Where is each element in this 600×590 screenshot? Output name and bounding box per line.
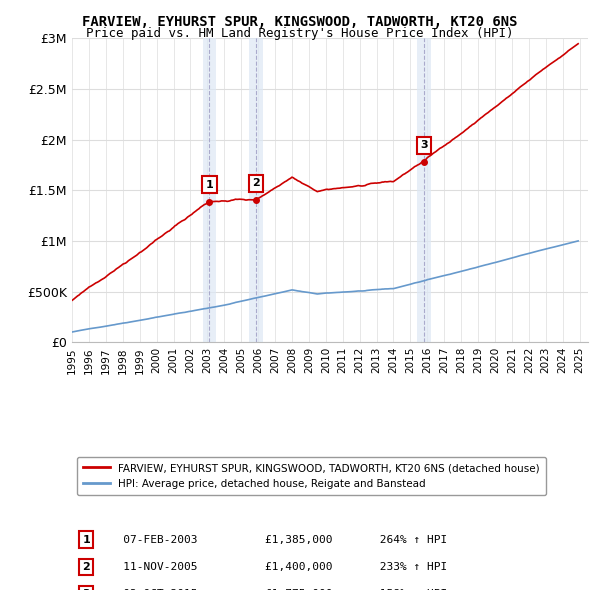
- Text: 2: 2: [252, 178, 260, 188]
- Text: FARVIEW, EYHURST SPUR, KINGSWOOD, TADWORTH, KT20 6NS: FARVIEW, EYHURST SPUR, KINGSWOOD, TADWOR…: [82, 15, 518, 29]
- Bar: [249, 38, 263, 342]
- Text: 1: 1: [206, 180, 214, 190]
- Text: 3: 3: [420, 140, 428, 150]
- Bar: [417, 38, 431, 342]
- Legend: FARVIEW, EYHURST SPUR, KINGSWOOD, TADWORTH, KT20 6NS (detached house), HPI: Aver: FARVIEW, EYHURST SPUR, KINGSWOOD, TADWOR…: [77, 457, 546, 495]
- Text: 1: 1: [82, 535, 90, 545]
- Text: Price paid vs. HM Land Registry's House Price Index (HPI): Price paid vs. HM Land Registry's House …: [86, 27, 514, 40]
- Text: 2: 2: [82, 562, 90, 572]
- Text: 3: 3: [82, 589, 90, 590]
- Bar: [203, 38, 216, 342]
- Text: 11-NOV-2005          £1,400,000       233% ↑ HPI: 11-NOV-2005 £1,400,000 233% ↑ HPI: [103, 562, 447, 572]
- Text: 02-OCT-2015          £1,775,000       158% ↑ HPI: 02-OCT-2015 £1,775,000 158% ↑ HPI: [103, 589, 447, 590]
- Text: 07-FEB-2003          £1,385,000       264% ↑ HPI: 07-FEB-2003 £1,385,000 264% ↑ HPI: [103, 535, 447, 545]
